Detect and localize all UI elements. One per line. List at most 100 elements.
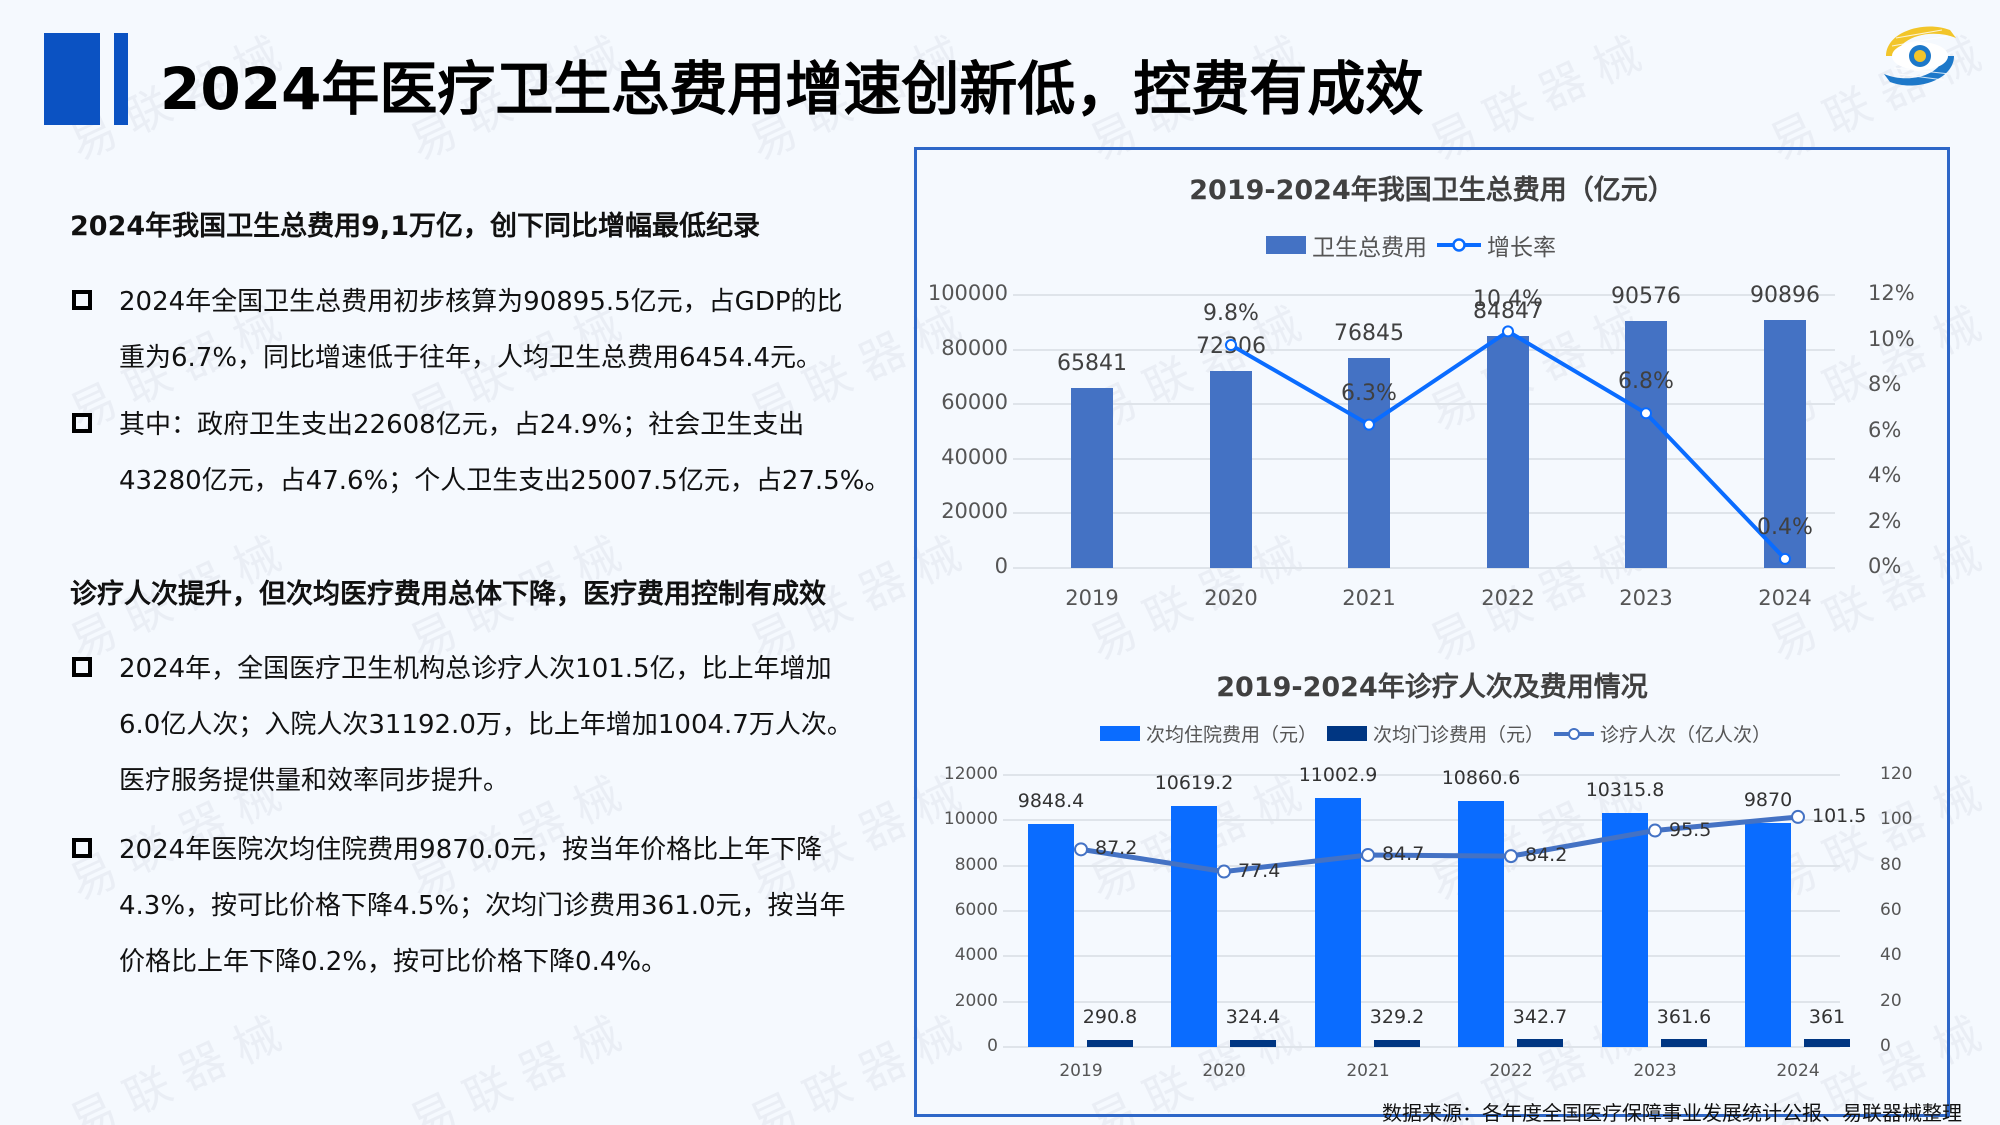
y-axis-left-tick: 40000 xyxy=(941,444,1008,469)
section-heading-total-expenditure: 2024年我国卫生总费用9,1万亿，创下同比增幅最低纪录 xyxy=(70,211,760,242)
y-axis-right-tick: 80 xyxy=(1880,854,1902,875)
bullet-text: 2024年全国卫生总费用初步核算为90895.5亿元，占GDP的比 重为6.7%… xyxy=(119,287,843,373)
y-axis-left-tick: 12000 xyxy=(943,764,998,784)
line-data-label: 9.8% xyxy=(1203,301,1259,327)
gridline xyxy=(1003,955,1840,958)
square-bullet-icon xyxy=(72,838,92,858)
title-accent-bar-narrow xyxy=(114,33,128,125)
bar-total-expenditure xyxy=(1764,319,1806,568)
x-axis-tick: 2024 xyxy=(1758,586,1812,610)
bullet-item: 其中：政府卫生支出22608亿元，占24.9%；社会卫生支出 43280亿元，占… xyxy=(72,397,912,509)
y-axis-left-tick: 100000 xyxy=(927,281,1008,305)
legend-label: 诊疗人次（亿人次） xyxy=(1600,724,1772,746)
legend-label: 次均住院费用（元） xyxy=(1146,724,1318,746)
bar-inpatient-cost xyxy=(1028,823,1074,1047)
bar-outpatient-cost xyxy=(1517,1039,1563,1047)
y-axis-left-tick: 60000 xyxy=(941,390,1008,415)
x-axis-tick: 2020 xyxy=(1204,586,1258,610)
bar-total-expenditure xyxy=(1348,358,1390,568)
line-data-label: 6.8% xyxy=(1618,369,1674,395)
y-axis-right-tick: 100 xyxy=(1880,809,1913,830)
bar-data-label: 342.7 xyxy=(1512,1006,1568,1028)
y-axis-right-tick: 60 xyxy=(1880,900,1902,920)
bar-inpatient-cost xyxy=(1745,823,1791,1047)
legend-bar-swatch-icon xyxy=(1266,236,1306,254)
chart2-legend: 次均住院费用（元） 次均门诊费用（元） 诊疗人次（亿人次） xyxy=(1100,720,1781,747)
bar-data-label: 361 xyxy=(1808,1006,1846,1028)
x-axis-tick: 2022 xyxy=(1489,1061,1533,1081)
bar-inpatient-cost xyxy=(1458,800,1504,1047)
chart1-title: 2019-2024年我国卫生总费用（亿元） xyxy=(1189,175,1675,206)
legend-bar-swatch-icon xyxy=(1327,726,1368,741)
legend-label: 次均门诊费用（元） xyxy=(1373,724,1545,746)
line-data-label: 10.4% xyxy=(1473,287,1543,313)
gridline xyxy=(1003,910,1840,912)
bar-total-expenditure xyxy=(1487,336,1529,568)
legend-label: 卫生总费用 xyxy=(1312,235,1427,261)
x-axis-tick: 2021 xyxy=(1342,586,1396,610)
square-bullet-icon xyxy=(72,413,92,433)
line-data-label: 101.5 xyxy=(1812,804,1867,827)
bar-data-label: 10619.2 xyxy=(1154,772,1234,795)
bar-data-label: 9870 xyxy=(1743,789,1793,812)
chart2-title: 2019-2024年诊疗人次及费用情况 xyxy=(1216,672,1648,703)
gridline xyxy=(1013,567,1835,569)
line-data-label: 77.4 xyxy=(1238,859,1281,882)
bar-inpatient-cost xyxy=(1171,806,1217,1047)
x-axis-tick: 2022 xyxy=(1481,586,1535,610)
y-axis-right-tick: 2% xyxy=(1868,508,1902,533)
bar-outpatient-cost xyxy=(1661,1038,1707,1047)
bar-data-label: 10315.8 xyxy=(1585,779,1665,802)
bar-data-label: 76845 xyxy=(1334,321,1404,347)
x-axis-tick: 2020 xyxy=(1202,1061,1246,1081)
legend-label: 增长率 xyxy=(1487,235,1556,261)
y-axis-left-tick: 8000 xyxy=(954,854,998,875)
bar-outpatient-cost xyxy=(1087,1040,1133,1047)
data-source-note: 数据来源：各年度全国医疗保障事业发展统计公报、易联器械整理 xyxy=(1382,1101,1962,1125)
y-axis-left-tick: 4000 xyxy=(954,945,998,966)
bar-inpatient-cost xyxy=(1602,813,1648,1047)
line-data-label: 95.5 xyxy=(1669,818,1712,841)
y-axis-left-tick: 80000 xyxy=(941,335,1008,360)
y-axis-left-tick: 0 xyxy=(987,1036,998,1056)
bar-data-label: 9848.4 xyxy=(1017,789,1085,812)
page-title: 2024年医疗卫生总费用增速创新低，控费有成效 xyxy=(160,55,1424,123)
y-axis-right-tick: 12% xyxy=(1868,281,1915,305)
y-axis-left-tick: 10000 xyxy=(943,809,998,830)
chart1-legend: 卫生总费用 增长率 xyxy=(1266,228,1566,262)
line-data-label: 6.3% xyxy=(1341,380,1397,406)
y-axis-right-tick: 6% xyxy=(1868,417,1902,442)
line-data-label: 84.2 xyxy=(1525,844,1568,867)
line-data-label: 84.7 xyxy=(1382,843,1425,865)
bar-data-label: 90896 xyxy=(1750,282,1820,308)
square-bullet-icon xyxy=(72,657,92,677)
gridline xyxy=(1003,819,1840,822)
bar-total-expenditure xyxy=(1071,388,1113,568)
gridline xyxy=(1013,512,1835,515)
x-axis-tick: 2023 xyxy=(1619,586,1673,610)
y-axis-left-tick: 20000 xyxy=(941,499,1008,524)
bullet-text: 2024年，全国医疗卫生机构总诊疗人次101.5亿，比上年增加 6.0亿人次；入… xyxy=(119,654,853,796)
y-axis-left-tick: 0 xyxy=(994,554,1008,578)
x-axis-tick: 2024 xyxy=(1776,1061,1820,1081)
bar-outpatient-cost xyxy=(1230,1039,1276,1047)
y-axis-right-tick: 120 xyxy=(1880,764,1913,784)
bullet-item: 2024年，全国医疗卫生机构总诊疗人次101.5亿，比上年增加 6.0亿人次；入… xyxy=(72,641,912,809)
bar-total-expenditure xyxy=(1625,320,1667,568)
bar-data-label: 90576 xyxy=(1611,283,1681,309)
bar-data-label: 329.2 xyxy=(1369,1006,1425,1028)
y-axis-left-tick: 6000 xyxy=(954,900,998,920)
line-data-label: 0.4% xyxy=(1757,514,1813,540)
title-accent-bar-wide xyxy=(44,33,100,125)
bar-data-label: 10860.6 xyxy=(1441,766,1521,789)
bullet-text: 2024年医院次均住院费用9870.0元，按当年价格比上年下降 4.3%，按可比… xyxy=(119,835,846,977)
bullet-item: 2024年全国卫生总费用初步核算为90895.5亿元，占GDP的比 重为6.7%… xyxy=(72,274,912,386)
gridline xyxy=(1003,1000,1840,1003)
bar-inpatient-cost xyxy=(1315,797,1361,1047)
y-axis-right-tick: 10% xyxy=(1868,326,1915,351)
line-data-label: 87.2 xyxy=(1095,837,1138,860)
legend-bar-swatch-icon xyxy=(1100,726,1140,741)
bar-data-label: 65841 xyxy=(1057,351,1127,377)
